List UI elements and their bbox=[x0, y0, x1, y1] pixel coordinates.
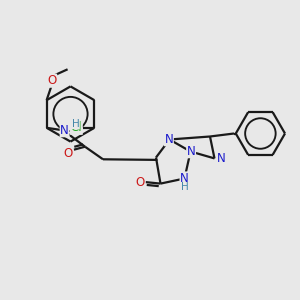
Text: H: H bbox=[71, 118, 79, 129]
Text: N: N bbox=[164, 133, 173, 146]
Text: N: N bbox=[60, 124, 69, 137]
Text: N: N bbox=[187, 145, 196, 158]
Text: N: N bbox=[180, 172, 189, 185]
Text: Cl: Cl bbox=[70, 121, 82, 134]
Text: O: O bbox=[47, 74, 57, 87]
Text: N: N bbox=[217, 152, 226, 165]
Text: O: O bbox=[64, 147, 73, 160]
Text: O: O bbox=[136, 176, 145, 189]
Text: H: H bbox=[181, 182, 188, 193]
